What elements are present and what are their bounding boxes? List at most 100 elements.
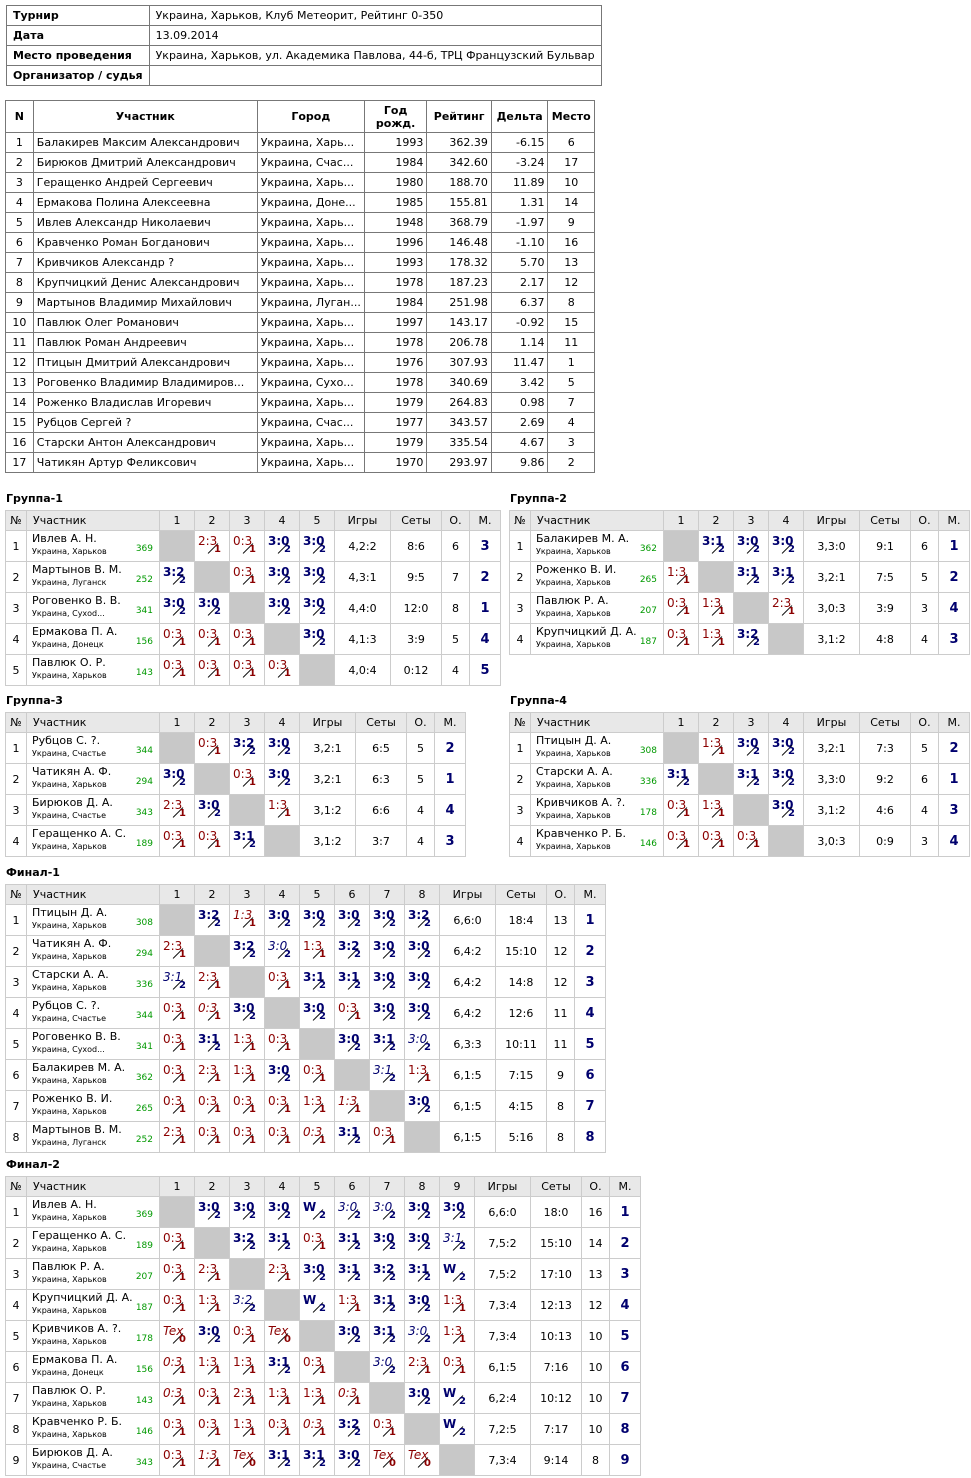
player-rating: 143: [135, 1396, 153, 1406]
participant-cell: 5: [547, 372, 595, 393]
score-points: 1: [424, 1073, 431, 1084]
score: 2:3: [408, 1355, 428, 1369]
player-name: Роговенко В. В.: [32, 594, 121, 607]
place: 3: [938, 623, 970, 655]
header-opponent-5: 5: [299, 1176, 335, 1197]
group-row: 4 Рубцов С. ?. Украина, Счастье 344 0:3 1 0:3 1…: [5, 997, 606, 1029]
player-rating: 156: [135, 1365, 153, 1375]
score-box: 3:0 2: [265, 1197, 299, 1224]
sets: 9:2: [859, 763, 911, 795]
participant-cell: Украина, Харь...: [256, 212, 365, 233]
match-result: 3:0 2: [404, 966, 440, 998]
score: 3:1: [737, 565, 759, 579]
score: 3:0: [373, 1200, 393, 1214]
group-row: 3 Павлюк Р. А. Украина, Харьков 207 0:3 1 1:3 1…: [509, 592, 970, 624]
group-table: № Участник 1 2 3 4 Игры Сеты О. М. 1 Рубцов С. ?. Ук…: [5, 712, 466, 857]
score-points: 2: [179, 777, 186, 788]
match-result: 3:0 2: [369, 935, 405, 967]
score-points: 1: [214, 1427, 221, 1438]
match-result: 3:1 2: [334, 1227, 370, 1259]
score-points: 1: [788, 606, 795, 617]
score: 3:1: [338, 970, 360, 984]
score: 3:0: [408, 1231, 430, 1245]
group-row: 2 Чатикян А. Ф. Украина, Харьков 294 3:0 2 0:3…: [5, 763, 466, 795]
participant-cell: 7: [5, 252, 34, 273]
header-opponent-1: 1: [663, 510, 699, 531]
participant-cell: 15: [5, 412, 34, 433]
match-result: 3:1 2: [264, 1227, 300, 1259]
score-box: 3:1 2: [335, 1122, 369, 1149]
match-result: 0:3 1: [194, 1121, 230, 1153]
score-points: 2: [214, 606, 221, 617]
score: 3:0: [268, 534, 290, 548]
participant-cell: 1979: [363, 392, 428, 413]
match-result: 3:1 2: [159, 966, 195, 998]
score-box: 1:3 1: [405, 1060, 439, 1087]
match-result: 3:0 2: [404, 997, 440, 1029]
participant-cell: 264.83: [426, 392, 492, 413]
match-result: 0:3 1: [159, 654, 195, 686]
participant-cell: 343.57: [426, 412, 492, 433]
score-points: 2: [389, 1011, 396, 1022]
score: 3:0: [338, 908, 360, 922]
score-box: 3:0 2: [370, 998, 404, 1025]
sets: 12:13: [530, 1289, 582, 1321]
games: 6,4:2: [439, 997, 496, 1029]
games: 4,4:0: [334, 592, 391, 624]
participant-cell: 13: [547, 252, 595, 273]
score-box: 0:3 1: [265, 1122, 299, 1149]
player-town: Украина, Харьков: [536, 811, 611, 820]
place: 7: [574, 1090, 606, 1122]
score-box: 1:3 1: [440, 1290, 474, 1317]
score-points: 2: [389, 949, 396, 960]
match-result: 3:0 2: [439, 1196, 475, 1228]
header-place: М.: [469, 510, 501, 531]
self-match-cell: [194, 935, 230, 967]
score-points: 2: [389, 1334, 396, 1345]
score-box: 3:0 2: [265, 531, 299, 558]
match-result: 0:3 1: [698, 825, 734, 857]
score-points: 1: [214, 1272, 221, 1283]
match-result: 1:3 1: [698, 794, 734, 826]
participant-cell: 1984: [363, 292, 428, 313]
player-town: Украина, Счастье: [32, 1014, 107, 1023]
participant-cell: 1978: [363, 372, 428, 393]
score: 1:3: [303, 1386, 323, 1400]
score-points: 2: [424, 1272, 431, 1283]
match-result: 0:3 1: [159, 1382, 195, 1414]
score-box: 3:0 2: [405, 1197, 439, 1224]
participant-cell: 340.69: [426, 372, 492, 393]
participant-cell: 17: [547, 152, 595, 173]
score-points: 2: [284, 949, 291, 960]
participant-cell: 5.70: [490, 252, 549, 273]
score-points: 1: [354, 1104, 361, 1115]
points: 6: [910, 763, 939, 795]
participant-cell: 1948: [363, 212, 428, 233]
group-title: Финал-1: [6, 866, 60, 879]
score: 3:0: [303, 627, 325, 641]
self-match-cell: [698, 763, 734, 795]
participant-cell: 1985: [363, 192, 428, 213]
match-result: 0:3 1: [264, 1090, 300, 1122]
score: 3:0: [303, 1262, 325, 1276]
score-box: 3:0 2: [370, 1352, 404, 1379]
player-town: Украина, Харьков: [32, 1306, 107, 1315]
score-points: 2: [788, 544, 795, 555]
place: 2: [938, 561, 970, 593]
player-name: Роженко В. И.: [536, 563, 617, 576]
score: 1:3: [303, 1094, 323, 1108]
place: 1: [434, 763, 466, 795]
score-points: 2: [753, 777, 760, 788]
match-result: 0:3 1: [194, 1413, 230, 1445]
sets: 7:16: [530, 1351, 582, 1383]
player-cell: Роженко В. И. Украина, Харьков 265: [530, 561, 664, 593]
self-match-cell: [334, 1351, 370, 1383]
score-points: 2: [389, 1241, 396, 1252]
place: 3: [938, 794, 970, 826]
score: 3:0: [772, 534, 794, 548]
player-name: Крупчицкий Д. А.: [32, 1291, 133, 1304]
player-name: Балакирев М. А.: [536, 532, 630, 545]
header-games: Игры: [334, 510, 391, 531]
match-result: 0:3 1: [159, 1028, 195, 1060]
player-name: Ивлев А. Н.: [32, 532, 97, 545]
